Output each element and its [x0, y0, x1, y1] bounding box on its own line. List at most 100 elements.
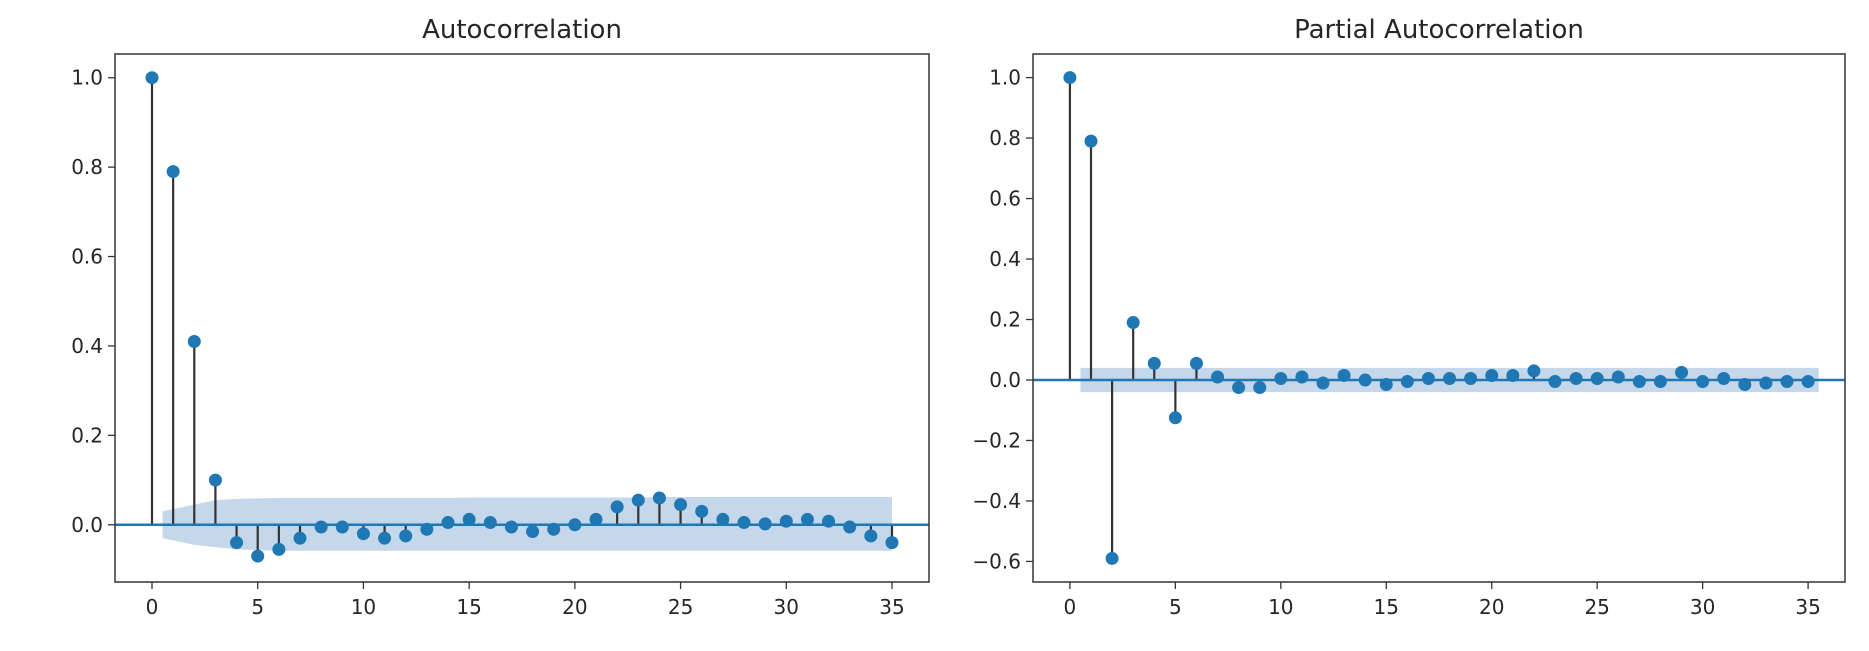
data-point [1675, 365, 1689, 379]
data-point [695, 504, 709, 518]
data-point [230, 536, 244, 550]
data-point [674, 498, 688, 512]
data-point [1295, 370, 1309, 384]
y-tick-label: 0.6 [989, 187, 1021, 211]
data-point [504, 520, 518, 534]
data-point [1126, 316, 1140, 330]
data-point [483, 516, 497, 530]
y-tick-label: 0.6 [71, 245, 103, 269]
data-point [399, 529, 413, 543]
data-point [1548, 375, 1562, 389]
data-point [1337, 368, 1351, 382]
data-point [1147, 356, 1161, 370]
x-tick-label: 10 [1268, 595, 1293, 619]
data-point [1527, 364, 1541, 378]
data-point [1759, 376, 1773, 390]
y-tick-label: 0.4 [71, 334, 103, 358]
y-tick-label: 0.0 [71, 513, 103, 537]
data-point [779, 514, 793, 528]
data-point [1063, 71, 1077, 85]
data-point [843, 520, 857, 534]
x-tick-label: 10 [351, 595, 376, 619]
x-tick-label: 15 [456, 595, 481, 619]
data-point [1801, 375, 1815, 389]
data-point [568, 518, 582, 532]
data-point [716, 512, 730, 526]
x-tick-label: 0 [146, 595, 159, 619]
x-tick-label: 25 [1584, 595, 1609, 619]
data-point [800, 512, 814, 526]
x-tick-label: 20 [1479, 595, 1504, 619]
data-point [314, 520, 328, 534]
data-point [1738, 378, 1752, 392]
data-point [1569, 371, 1583, 385]
x-tick-label: 30 [774, 595, 799, 619]
data-point [166, 165, 180, 179]
y-tick-label: 0.2 [71, 423, 103, 447]
x-tick-label: 30 [1690, 595, 1715, 619]
y-tick-label: −0.2 [972, 428, 1021, 452]
data-point [1168, 411, 1182, 425]
x-tick-label: 5 [251, 595, 264, 619]
data-point [1464, 371, 1478, 385]
data-point [822, 514, 836, 528]
data-point [1632, 375, 1646, 389]
data-point [610, 500, 624, 514]
data-point [1274, 371, 1288, 385]
data-point [737, 516, 751, 530]
data-point [547, 522, 561, 536]
data-point [356, 527, 370, 541]
plot-frame [1032, 53, 1846, 583]
x-tick-label: 5 [1169, 595, 1182, 619]
data-point [1717, 371, 1731, 385]
data-point [1211, 370, 1225, 384]
data-point [1253, 381, 1267, 395]
plot-frame [114, 53, 930, 583]
partial-autocorrelation-chart: Partial Autocorrelation 0 5 10 15 20 25 30 35 −0… [972, 15, 1846, 619]
x-tick-label: 20 [562, 595, 587, 619]
x-tick-label: 35 [879, 595, 904, 619]
y-tick-label: −0.6 [972, 549, 1021, 573]
y-tick-label: 0.8 [989, 126, 1021, 150]
x-tick-label: 15 [1374, 595, 1399, 619]
y-tick-label: −0.4 [972, 489, 1021, 513]
y-tick-label: 0.4 [989, 247, 1021, 271]
data-point [1232, 381, 1246, 395]
data-point [1084, 134, 1098, 148]
data-point [1379, 378, 1393, 392]
data-point [1189, 356, 1203, 370]
data-point [208, 473, 222, 487]
data-point [1443, 371, 1457, 385]
data-point [1316, 376, 1330, 390]
x-tick-label: 35 [1795, 595, 1820, 619]
data-point [1611, 370, 1625, 384]
data-point [462, 512, 476, 526]
data-point [335, 520, 349, 534]
y-tick-label: 1.0 [71, 66, 103, 90]
data-point [1485, 368, 1499, 382]
data-point [1590, 371, 1604, 385]
data-point [589, 512, 603, 526]
chart-title: Partial Autocorrelation [1294, 15, 1584, 45]
data-point [1400, 375, 1414, 389]
data-point [1105, 551, 1119, 565]
data-point [187, 334, 201, 348]
data-point [631, 493, 645, 507]
autocorrelation-chart: Autocorrelation 0 5 10 15 20 25 30 35 0.0 0.2 0.4 0… [71, 15, 930, 619]
data-point [864, 529, 878, 543]
data-point [293, 531, 307, 545]
data-point [378, 531, 392, 545]
data-point [251, 549, 265, 563]
y-tick-label: 0.2 [989, 308, 1021, 332]
data-point [1421, 371, 1435, 385]
y-tick-label: 0.8 [71, 155, 103, 179]
data-point [441, 516, 455, 530]
data-point [272, 542, 286, 556]
y-tick-label: 1.0 [989, 66, 1021, 90]
data-point [1358, 373, 1372, 387]
data-point [758, 517, 772, 531]
data-point [1506, 368, 1520, 382]
data-point [145, 71, 159, 85]
data-point [1696, 375, 1710, 389]
